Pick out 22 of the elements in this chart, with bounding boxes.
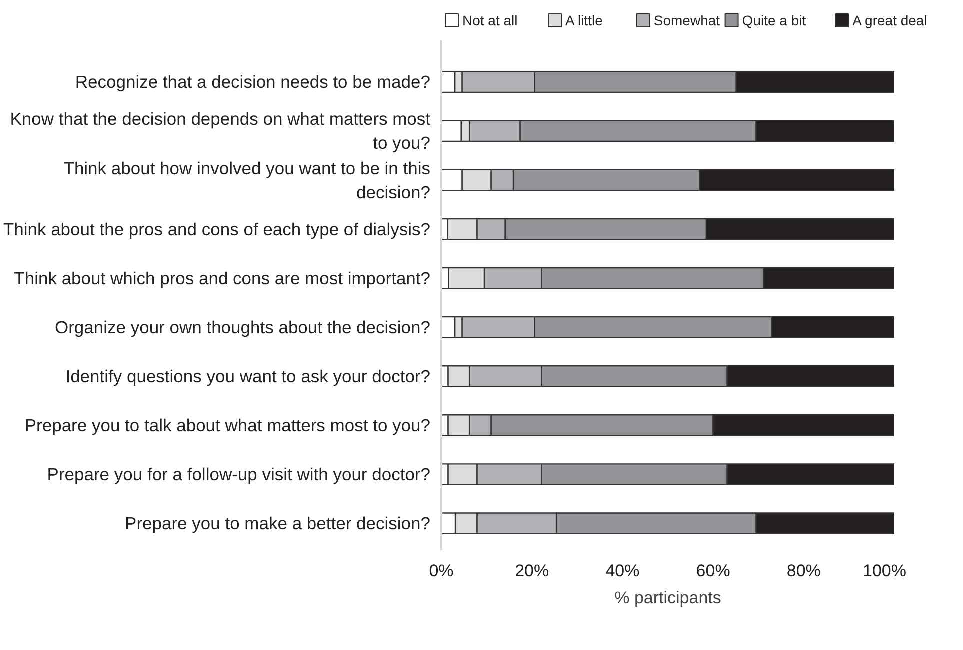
y-tick-label: Prepare you for a follow-up visit with your doctor?: [47, 464, 431, 484]
y-tick-label: Prepare you to talk about what matters most to you?: [24, 415, 431, 436]
legend-label: Somewhat: [654, 12, 720, 28]
x-tick-label: 20%: [515, 562, 550, 580]
y-tick-label: Know that the decision depends on what matters most to you?: [10, 109, 431, 154]
x-tick-label: 80%: [786, 562, 821, 580]
x-axis-title: % participants: [614, 588, 722, 608]
y-tick-label: Recognize that a decision needs to be made?: [75, 72, 431, 92]
y-tick-label: Think about the pros and cons of each type of dialysis?: [3, 219, 431, 240]
x-tick-label: 40%: [606, 562, 640, 580]
x-tick-label: 100%: [863, 562, 907, 580]
legend-label: A great deal: [852, 12, 928, 28]
legend-label: Not at all: [462, 12, 518, 28]
x-tick-label: 0%: [429, 562, 454, 580]
y-tick-label: Think about which pros and cons are most important?: [14, 268, 431, 288]
legend-label: A little: [566, 12, 604, 28]
x-tick-label: 60%: [696, 562, 730, 580]
y-tick-label: Organize your own thoughts about the decision?: [54, 317, 431, 338]
y-tick-label: Prepare you to make a better decision?: [125, 514, 431, 534]
y-tick-label: Identify questions you want to ask your doctor?: [66, 366, 431, 386]
legend-label: Quite a bit: [742, 12, 806, 28]
y-tick-label: Think about how involved you want to be in this decision?: [64, 158, 431, 202]
